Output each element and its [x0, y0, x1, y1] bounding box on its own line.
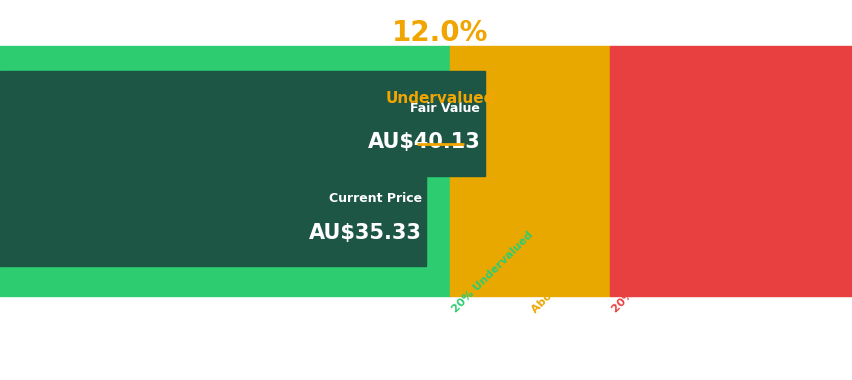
Text: Undervalued: Undervalued [385, 91, 494, 106]
Bar [609, 46, 852, 296]
Text: 20% Undervalued: 20% Undervalued [450, 230, 534, 315]
Bar [450, 46, 609, 296]
Text: AU$35.33: AU$35.33 [309, 223, 422, 243]
Text: 12.0%: 12.0% [392, 19, 487, 47]
Text: Fair Value: Fair Value [410, 101, 480, 115]
Bar [0, 46, 450, 296]
Text: About Right: About Right [529, 255, 589, 315]
Bar [0, 161, 426, 266]
Text: AU$40.13: AU$40.13 [367, 132, 480, 152]
Bar [0, 71, 484, 176]
Text: 20% Overvalued: 20% Overvalued [609, 236, 688, 315]
Text: Current Price: Current Price [329, 192, 422, 205]
